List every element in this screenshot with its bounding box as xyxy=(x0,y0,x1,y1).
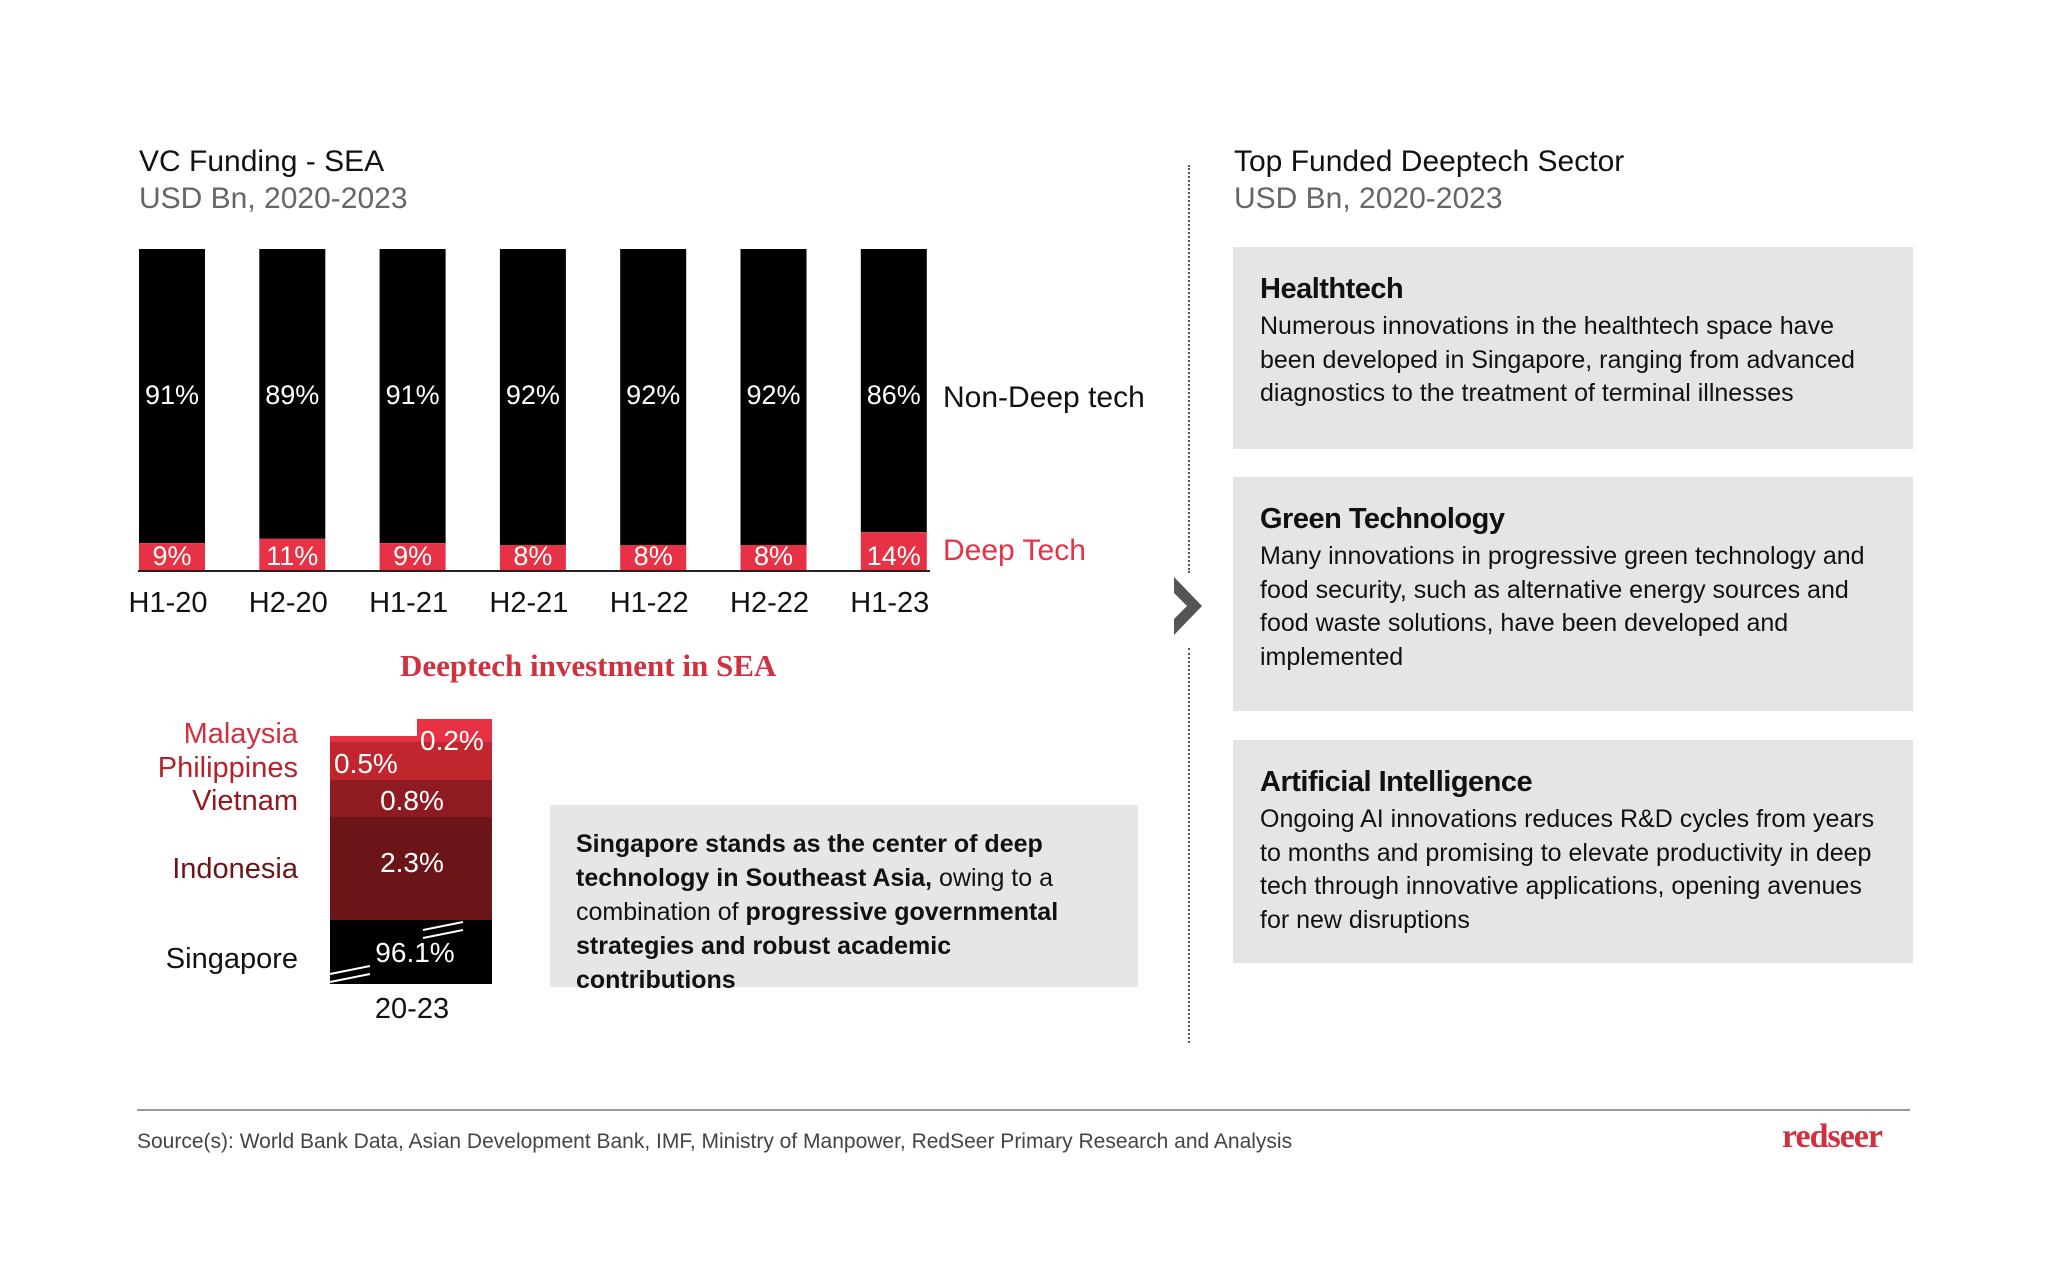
redseer-logo: redseer xyxy=(1782,1118,1883,1155)
share-label-malaysia: 0.2% xyxy=(420,725,484,756)
sector-card-healthtech: Healthtech Numerous innovations in the h… xyxy=(1233,247,1913,449)
source-note: Source(s): World Bank Data, Asian Develo… xyxy=(137,1130,1293,1153)
bar-deep-tech-H1-20 xyxy=(139,543,205,571)
vc-funding-chart: 91% 9% 89% 11% 91% 9% 92% 8% 92% 8% 92% 8% 86% 14% H1… xyxy=(130,249,1145,619)
bar-non-deep-tech-H1-21 xyxy=(379,249,446,544)
bar-non-deep-tech-H1-22 xyxy=(620,249,687,545)
x-tick-label-H1-23: H1-23 xyxy=(850,587,929,619)
bar-deep-tech-H1-22 xyxy=(620,545,687,571)
label-deep-tech-H1-22: 8% xyxy=(634,541,673,571)
vc-funding-subtitle: USD Bn, 2020-2023 xyxy=(139,182,408,215)
legend-non-deep-tech: Non-Deep tech xyxy=(943,381,1145,414)
deeptech-country-chart: 96.1% Singapore 2.3% Indonesia 0.8% Vietnam 0.… xyxy=(158,718,492,1025)
bar-non-deep-tech-H1-23 xyxy=(860,249,927,533)
note-bold-lead: Singapore stands as the center of deep t… xyxy=(576,830,1043,892)
panel-divider-top xyxy=(1188,165,1190,573)
bar-non-deep-tech-H2-20 xyxy=(259,249,326,539)
note-text: owing to a combination of xyxy=(576,864,1053,926)
x-tick-label-H2-20: H2-20 xyxy=(249,587,328,619)
top-funded-subtitle: USD Bn, 2020-2023 xyxy=(1234,182,1503,215)
legend-deep-tech: Deep Tech xyxy=(943,534,1086,567)
country-label-indonesia: Indonesia xyxy=(172,853,299,885)
label-non-deep-tech-H2-20: 89% xyxy=(265,380,319,410)
label-deep-tech-H2-20: 11% xyxy=(266,541,318,571)
label-deep-tech-H2-21: 8% xyxy=(513,541,552,571)
x-tick-label-H1-22: H1-22 xyxy=(610,587,689,619)
country-label-vietnam: Vietnam xyxy=(192,785,298,817)
sector-card-green-technology: Green Technology Many innovations in pro… xyxy=(1233,477,1913,711)
bar-deep-tech-H2-22 xyxy=(740,545,807,571)
share-label-philippines: 0.5% xyxy=(334,748,398,779)
segment-vietnam xyxy=(330,780,492,817)
label-deep-tech-H2-22: 8% xyxy=(754,541,793,571)
segment-philippines xyxy=(330,740,492,780)
share-label-indonesia: 2.3% xyxy=(380,847,444,878)
bar-non-deep-tech-H2-22 xyxy=(740,249,807,545)
label-non-deep-tech-H1-21: 91% xyxy=(386,380,440,410)
country-label-malaysia: Malaysia xyxy=(184,718,299,750)
sector-card-body: Numerous innovations in the healthtech s… xyxy=(1260,312,1855,407)
category-label-20-23: 20-23 xyxy=(375,993,449,1025)
label-non-deep-tech-H2-22: 92% xyxy=(746,380,800,410)
note-bold-tail: progressive governmental strategies and … xyxy=(576,898,1059,994)
chevron-right-icon xyxy=(1174,577,1202,635)
sector-card-body: Ongoing AI innovations reduces R&D cycle… xyxy=(1260,805,1875,934)
share-label-singapore: 96.1% xyxy=(375,937,454,968)
label-deep-tech-H1-20: 9% xyxy=(152,541,191,571)
segment-singapore xyxy=(330,920,492,984)
label-non-deep-tech-H1-23: 86% xyxy=(867,380,921,410)
label-non-deep-tech-H2-21: 92% xyxy=(506,380,560,410)
label-deep-tech-H1-21: 9% xyxy=(393,541,432,571)
label-non-deep-tech-H1-22: 92% xyxy=(626,380,680,410)
label-non-deep-tech-H1-20: 91% xyxy=(145,380,199,410)
bar-deep-tech-H2-20 xyxy=(259,538,326,571)
panel-divider-bottom xyxy=(1188,648,1190,1043)
axis-break-marks xyxy=(329,921,464,983)
footer-divider xyxy=(137,1109,1910,1111)
x-tick-label-H2-21: H2-21 xyxy=(489,587,568,619)
segment-top-strip xyxy=(330,736,492,742)
deeptech-investment-title: Deeptech investment in SEA xyxy=(400,648,777,683)
bar-deep-tech-H1-23 xyxy=(860,532,927,571)
singapore-note-box: Singapore stands as the center of deep t… xyxy=(550,805,1138,994)
sector-card-title: Healthtech xyxy=(1260,273,1404,305)
bar-deep-tech-H2-21 xyxy=(499,545,566,571)
sector-card-title: Green Technology xyxy=(1260,503,1505,535)
x-tick-label-H2-22: H2-22 xyxy=(730,587,809,619)
vc-funding-title: VC Funding - SEA xyxy=(139,145,385,178)
top-funded-title: Top Funded Deeptech Sector xyxy=(1234,145,1625,178)
sector-card-artificial-intelligence: Artificial Intelligence Ongoing AI innov… xyxy=(1233,740,1913,963)
bar-non-deep-tech-H2-21 xyxy=(499,249,566,545)
segment-indonesia xyxy=(330,817,492,920)
country-label-philippines: Philippines xyxy=(158,752,298,784)
x-tick-label-H1-20: H1-20 xyxy=(130,587,208,619)
bar-non-deep-tech-H1-20 xyxy=(139,249,205,544)
sector-card-title: Artificial Intelligence xyxy=(1260,766,1533,798)
label-deep-tech-H1-23: 14% xyxy=(867,541,921,571)
bar-deep-tech-H1-21 xyxy=(379,543,446,571)
country-label-singapore: Singapore xyxy=(166,943,298,975)
sector-card-body: Many innovations in progressive green te… xyxy=(1260,542,1865,671)
segment-malaysia xyxy=(417,719,492,740)
x-tick-label-H1-21: H1-21 xyxy=(369,587,448,619)
share-label-vietnam: 0.8% xyxy=(380,785,444,816)
